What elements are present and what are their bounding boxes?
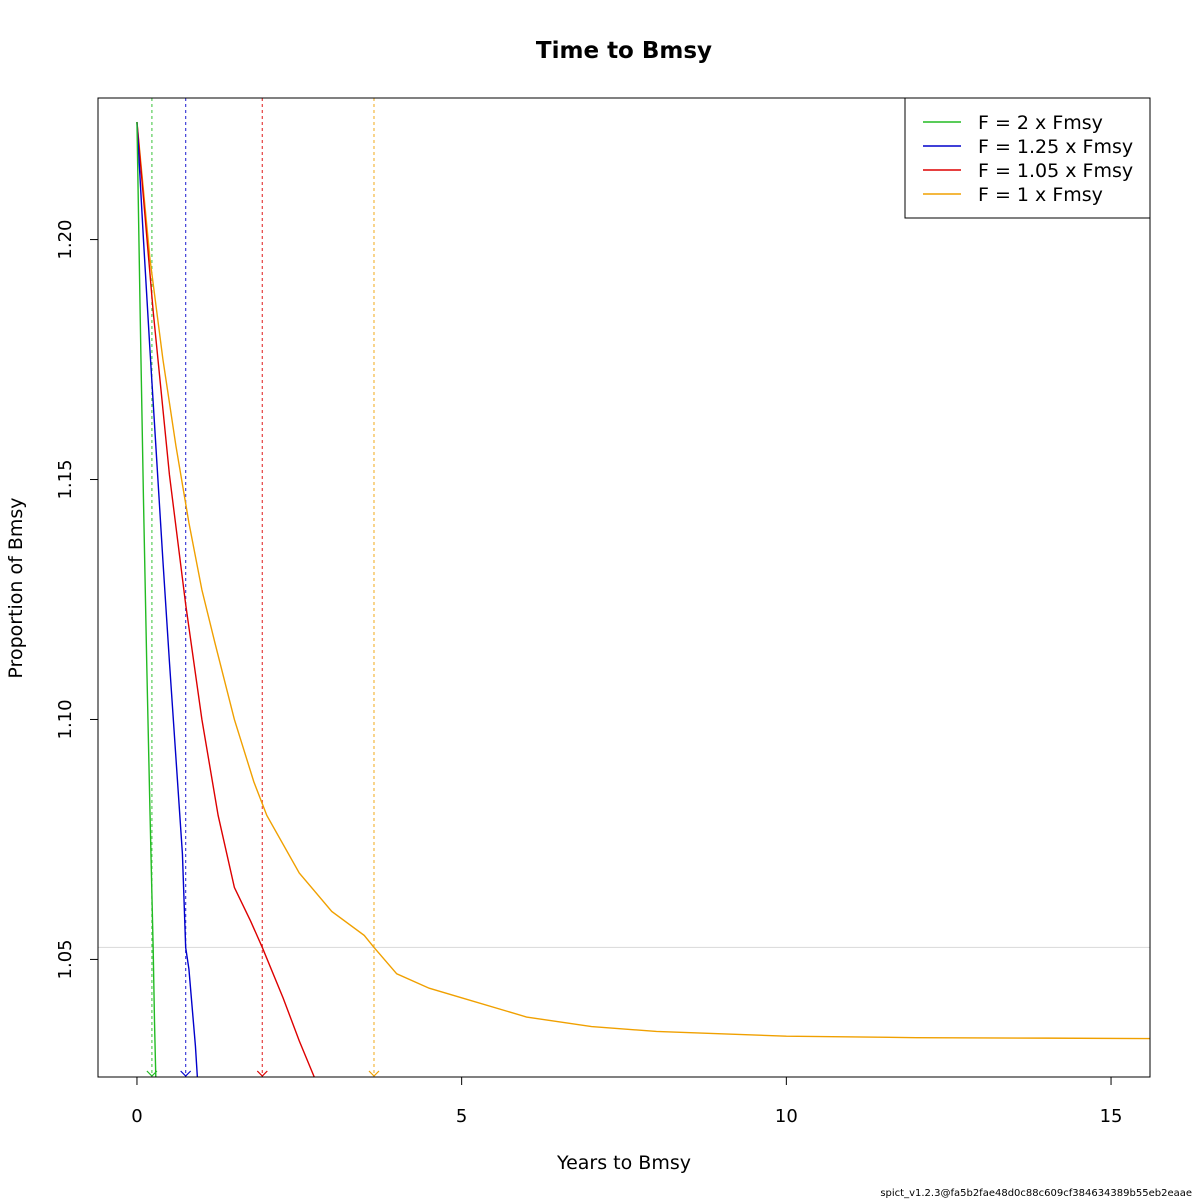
plot-area	[98, 98, 1150, 1077]
y-tick-label-2: 1.15	[55, 459, 76, 499]
x-tick-label-10: 10	[775, 1106, 798, 1127]
series-line-4	[136, 121, 1150, 1040]
series-line-1	[136, 121, 157, 1077]
series-group	[98, 98, 1150, 1077]
y-tick-label-0: 1.05	[55, 939, 76, 979]
x-tick-label-15: 15	[1100, 1106, 1123, 1127]
plot-frame	[97, 97, 1151, 1078]
legend-box	[904, 97, 1151, 219]
y-tick-label-3: 1.20	[55, 220, 76, 260]
legend-entry-1: F = 2 x Fmsy	[978, 112, 1103, 134]
x-axis-label: Years to Bmsy	[556, 1152, 691, 1174]
legend-entry-2: F = 1.25 x Fmsy	[978, 136, 1133, 158]
y-axis: 1.05 1.10 1.15 1.20	[55, 220, 99, 979]
series-line-3	[136, 121, 315, 1077]
legend-entry-4: F = 1 x Fmsy	[978, 184, 1103, 206]
x-tick-label-5: 5	[456, 1106, 467, 1127]
bmsy-time-arrow-3	[256, 1070, 268, 1077]
legend-entry-3: F = 1.05 x Fmsy	[978, 160, 1133, 182]
series-line-2	[136, 121, 199, 1077]
bmsy-time-arrow-2	[180, 1070, 192, 1077]
bmsy-time-arrow-4	[368, 1070, 380, 1077]
footer-version: spict_v1.2.3@fa5b2fae48d0c88c609cf384634…	[880, 1188, 1192, 1199]
y-tick-label-1: 1.10	[55, 699, 76, 739]
chart-title: Time to Bmsy	[536, 38, 712, 64]
x-axis: 0 5 10 15	[131, 1076, 1123, 1127]
y-axis-label: Proportion of Bmsy	[5, 497, 27, 678]
x-tick-label-0: 0	[131, 1106, 142, 1127]
